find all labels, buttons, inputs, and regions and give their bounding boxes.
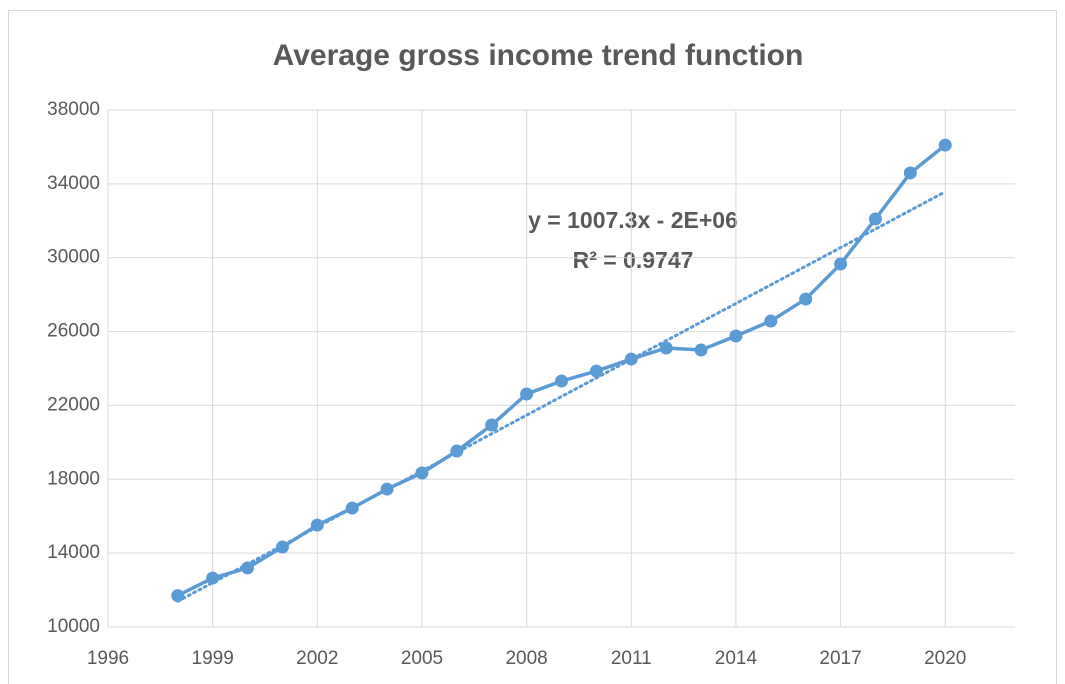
x-tick-label: 1996 xyxy=(87,648,129,669)
trend-equation: y = 1007.3x - 2E+06 xyxy=(528,207,738,233)
x-tick-label: 2017 xyxy=(819,648,861,669)
y-tick-label: 38000 xyxy=(47,99,100,120)
y-tick-label: 30000 xyxy=(47,247,100,268)
data-point xyxy=(345,501,359,515)
data-point xyxy=(206,571,220,585)
data-point xyxy=(555,374,568,388)
y-tick-label: 18000 xyxy=(47,468,100,489)
chart-border xyxy=(8,10,1057,684)
x-tick-label: 2011 xyxy=(611,648,652,669)
x-tick-label: 2005 xyxy=(401,648,443,669)
data-point xyxy=(520,387,534,401)
x-tick-label: 2020 xyxy=(924,648,966,669)
data-point xyxy=(834,257,848,271)
y-tick-label: 10000 xyxy=(47,616,100,637)
data-point xyxy=(938,138,952,152)
data-point xyxy=(450,444,464,458)
data-point xyxy=(380,482,394,496)
data-point xyxy=(903,166,917,180)
y-tick-label: 22000 xyxy=(47,394,100,415)
data-point xyxy=(241,561,255,575)
data-point xyxy=(415,466,429,480)
x-tick-label: 2014 xyxy=(715,648,758,669)
data-point xyxy=(624,352,638,366)
data-point xyxy=(764,314,778,328)
y-tick-label: 34000 xyxy=(47,173,100,194)
data-point xyxy=(275,540,289,554)
data-point xyxy=(799,292,813,306)
data-point xyxy=(868,212,882,226)
x-tick-label: 2008 xyxy=(505,648,547,669)
data-point xyxy=(485,418,499,432)
chart-title: Average gross income trend function xyxy=(273,39,804,72)
data-point xyxy=(589,364,603,378)
data-point xyxy=(659,341,673,355)
y-tick-label: 14000 xyxy=(47,542,100,563)
data-point xyxy=(171,589,185,603)
data-point xyxy=(729,329,743,343)
x-tick-label: 2002 xyxy=(296,648,338,669)
y-tick-label: 26000 xyxy=(47,321,100,342)
r-squared: R² = 0.9747 xyxy=(573,247,694,273)
x-tick-label: 1999 xyxy=(192,648,234,669)
data-point xyxy=(310,518,324,532)
data-point xyxy=(694,343,708,357)
